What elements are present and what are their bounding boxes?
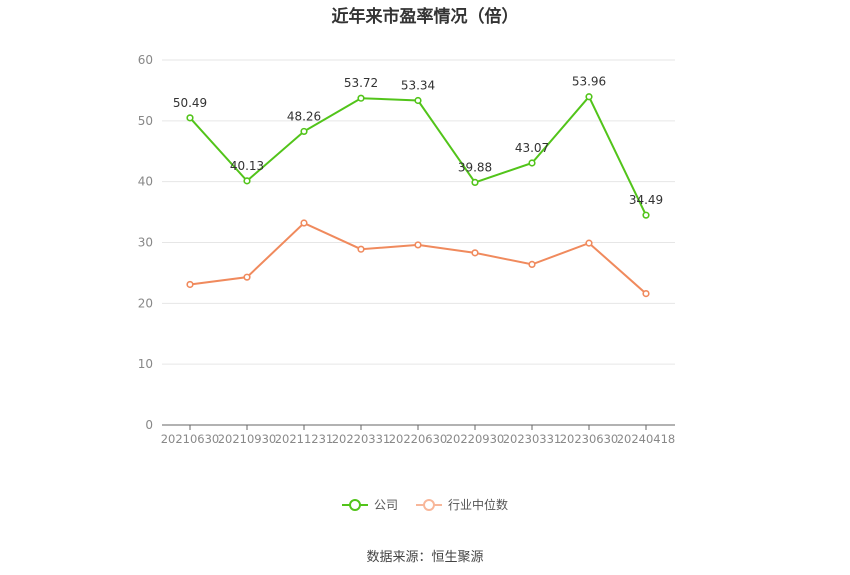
data-label: 40.13: [230, 159, 264, 173]
data-point-0: [528, 159, 536, 167]
data-label: 53.34: [401, 79, 435, 93]
data-point-1: [642, 290, 650, 298]
x-tick-label: 20230630: [560, 432, 619, 446]
data-point-0: [300, 127, 308, 136]
x-tick-label: 20210630: [161, 432, 220, 446]
data-point-1: [414, 241, 422, 249]
chart-title: 近年来市盈率情况（倍）: [331, 7, 519, 27]
legend-industry-marker-icon: [416, 498, 442, 512]
data-source: 数据来源：恒生聚源: [366, 550, 484, 565]
data-point-0: [414, 96, 422, 105]
legend-item-industry-median[interactable]: 行业中位数: [416, 496, 508, 513]
y-tick-label: 0: [145, 418, 153, 432]
legend-industry-label: 行业中位数: [448, 498, 509, 512]
data-point-0: [471, 178, 479, 186]
data-label: 53.96: [572, 75, 606, 89]
data-point-1: [528, 260, 536, 269]
data-point-1: [243, 273, 251, 281]
data-point-0: [357, 94, 365, 102]
data-point-1: [186, 280, 194, 289]
data-label: 34.49: [629, 193, 663, 207]
data-label: 50.49: [173, 96, 207, 110]
data-label: 48.26: [287, 109, 321, 123]
data-point-1: [585, 239, 593, 247]
y-tick-label: 40: [138, 175, 153, 189]
x-tick-label: 20230331: [503, 432, 562, 446]
x-tick-label: 20210930: [218, 432, 277, 446]
legend-company-label: 公司: [373, 498, 398, 512]
y-tick-label: 10: [138, 357, 153, 371]
y-tick-label: 50: [138, 114, 153, 128]
data-label: 53.72: [344, 76, 378, 90]
x-tick-label: 20220630: [389, 432, 448, 446]
data-point-0: [585, 93, 593, 101]
y-tick-label: 60: [138, 53, 153, 67]
y-tick-label: 20: [138, 296, 153, 310]
data-label: 43.07: [515, 141, 549, 155]
legend-company-marker-icon: [341, 498, 368, 512]
data-point-0: [243, 177, 251, 185]
legend: 公司 行业中位数: [0, 496, 850, 513]
data-label: 39.88: [458, 160, 492, 174]
x-tick-label: 20220930: [446, 432, 505, 446]
data-point-1: [357, 245, 365, 253]
data-point-0: [186, 114, 194, 122]
x-tick-label: 20240418: [617, 432, 676, 446]
series-line-1: [189, 221, 647, 295]
x-tick-label: 20211231: [275, 432, 334, 446]
data-point-1: [471, 249, 479, 257]
data-point-0: [642, 211, 650, 219]
x-tick-label: 20220331: [332, 432, 391, 446]
data-point-1: [300, 219, 308, 227]
series-line-0: [189, 94, 647, 216]
legend-item-company[interactable]: 公司: [341, 496, 398, 513]
y-tick-label: 30: [138, 236, 153, 250]
